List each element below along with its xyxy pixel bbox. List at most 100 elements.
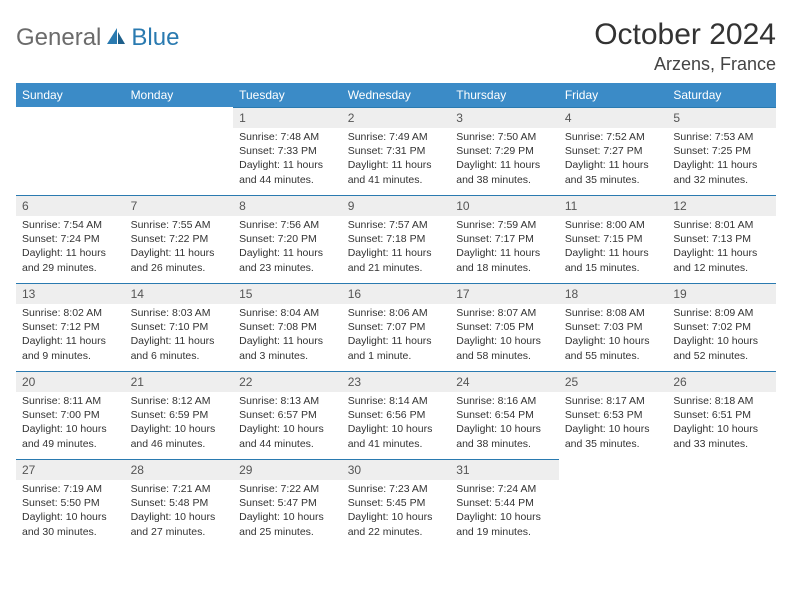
sunset-text: Sunset: 6:54 PM (456, 408, 553, 422)
calendar-cell: 16Sunrise: 8:06 AMSunset: 7:07 PMDayligh… (342, 283, 451, 371)
sunset-text: Sunset: 7:08 PM (239, 320, 336, 334)
sunset-text: Sunset: 5:47 PM (239, 496, 336, 510)
daylight-text: Daylight: 11 hours and 3 minutes. (239, 334, 336, 362)
day-number: 22 (233, 371, 342, 392)
calendar-cell: 17Sunrise: 8:07 AMSunset: 7:05 PMDayligh… (450, 283, 559, 371)
sunrise-text: Sunrise: 8:01 AM (673, 218, 770, 232)
calendar-cell: 12Sunrise: 8:01 AMSunset: 7:13 PMDayligh… (667, 195, 776, 283)
calendar-cell: 9Sunrise: 7:57 AMSunset: 7:18 PMDaylight… (342, 195, 451, 283)
calendar-row: 20Sunrise: 8:11 AMSunset: 7:00 PMDayligh… (16, 371, 776, 459)
daylight-text: Daylight: 10 hours and 19 minutes. (456, 510, 553, 538)
day-content: Sunrise: 7:50 AMSunset: 7:29 PMDaylight:… (450, 128, 559, 191)
day-content: Sunrise: 7:56 AMSunset: 7:20 PMDaylight:… (233, 216, 342, 279)
day-number: 15 (233, 283, 342, 304)
daylight-text: Daylight: 10 hours and 55 minutes. (565, 334, 662, 362)
calendar-cell: 26Sunrise: 8:18 AMSunset: 6:51 PMDayligh… (667, 371, 776, 459)
day-number: 9 (342, 195, 451, 216)
calendar-cell: 28Sunrise: 7:21 AMSunset: 5:48 PMDayligh… (125, 459, 234, 547)
daylight-text: Daylight: 10 hours and 49 minutes. (22, 422, 119, 450)
daylight-text: Daylight: 10 hours and 27 minutes. (131, 510, 228, 538)
calendar-table: SundayMondayTuesdayWednesdayThursdayFrid… (16, 83, 776, 547)
day-content: Sunrise: 8:04 AMSunset: 7:08 PMDaylight:… (233, 304, 342, 367)
calendar-cell: 24Sunrise: 8:16 AMSunset: 6:54 PMDayligh… (450, 371, 559, 459)
sunset-text: Sunset: 7:05 PM (456, 320, 553, 334)
sunrise-text: Sunrise: 7:56 AM (239, 218, 336, 232)
daylight-text: Daylight: 10 hours and 38 minutes. (456, 422, 553, 450)
weekday-header: Wednesday (342, 83, 451, 107)
brand-logo: General Blue (16, 24, 179, 52)
weekday-header: Saturday (667, 83, 776, 107)
sunset-text: Sunset: 6:53 PM (565, 408, 662, 422)
sunset-text: Sunset: 7:22 PM (131, 232, 228, 246)
sunset-text: Sunset: 6:56 PM (348, 408, 445, 422)
sunset-text: Sunset: 5:45 PM (348, 496, 445, 510)
day-content: Sunrise: 8:07 AMSunset: 7:05 PMDaylight:… (450, 304, 559, 367)
brand-blue: Blue (131, 24, 179, 52)
day-number: 27 (16, 459, 125, 480)
day-content: Sunrise: 8:11 AMSunset: 7:00 PMDaylight:… (16, 392, 125, 455)
sunset-text: Sunset: 7:17 PM (456, 232, 553, 246)
sunset-text: Sunset: 7:24 PM (22, 232, 119, 246)
sunrise-text: Sunrise: 7:22 AM (239, 482, 336, 496)
daylight-text: Daylight: 10 hours and 22 minutes. (348, 510, 445, 538)
day-content: Sunrise: 8:00 AMSunset: 7:15 PMDaylight:… (559, 216, 668, 279)
calendar-row: 27Sunrise: 7:19 AMSunset: 5:50 PMDayligh… (16, 459, 776, 547)
daylight-text: Daylight: 11 hours and 26 minutes. (131, 246, 228, 274)
calendar-cell: 13Sunrise: 8:02 AMSunset: 7:12 PMDayligh… (16, 283, 125, 371)
day-content: Sunrise: 7:22 AMSunset: 5:47 PMDaylight:… (233, 480, 342, 543)
day-number: 10 (450, 195, 559, 216)
calendar-cell (125, 107, 234, 195)
sunset-text: Sunset: 7:10 PM (131, 320, 228, 334)
day-number: 5 (667, 107, 776, 128)
title-block: October 2024 Arzens, France (594, 18, 776, 75)
sunrise-text: Sunrise: 8:06 AM (348, 306, 445, 320)
day-content: Sunrise: 8:18 AMSunset: 6:51 PMDaylight:… (667, 392, 776, 455)
sunrise-text: Sunrise: 8:13 AM (239, 394, 336, 408)
day-number: 17 (450, 283, 559, 304)
day-content: Sunrise: 8:14 AMSunset: 6:56 PMDaylight:… (342, 392, 451, 455)
sunrise-text: Sunrise: 8:11 AM (22, 394, 119, 408)
calendar-cell: 5Sunrise: 7:53 AMSunset: 7:25 PMDaylight… (667, 107, 776, 195)
weekday-header: Friday (559, 83, 668, 107)
calendar-cell: 23Sunrise: 8:14 AMSunset: 6:56 PMDayligh… (342, 371, 451, 459)
sunrise-text: Sunrise: 7:19 AM (22, 482, 119, 496)
day-number: 2 (342, 107, 451, 128)
day-content: Sunrise: 7:19 AMSunset: 5:50 PMDaylight:… (16, 480, 125, 543)
daylight-text: Daylight: 10 hours and 46 minutes. (131, 422, 228, 450)
sunrise-text: Sunrise: 7:59 AM (456, 218, 553, 232)
calendar-cell (16, 107, 125, 195)
day-content: Sunrise: 7:52 AMSunset: 7:27 PMDaylight:… (559, 128, 668, 191)
day-number: 30 (342, 459, 451, 480)
sunset-text: Sunset: 6:57 PM (239, 408, 336, 422)
sunset-text: Sunset: 7:29 PM (456, 144, 553, 158)
daylight-text: Daylight: 11 hours and 32 minutes. (673, 158, 770, 186)
day-number: 11 (559, 195, 668, 216)
calendar-cell: 29Sunrise: 7:22 AMSunset: 5:47 PMDayligh… (233, 459, 342, 547)
daylight-text: Daylight: 10 hours and 52 minutes. (673, 334, 770, 362)
day-content: Sunrise: 8:13 AMSunset: 6:57 PMDaylight:… (233, 392, 342, 455)
calendar-cell (559, 459, 668, 547)
sunrise-text: Sunrise: 7:23 AM (348, 482, 445, 496)
sunset-text: Sunset: 7:31 PM (348, 144, 445, 158)
sunrise-text: Sunrise: 7:24 AM (456, 482, 553, 496)
calendar-cell: 18Sunrise: 8:08 AMSunset: 7:03 PMDayligh… (559, 283, 668, 371)
calendar-row: 13Sunrise: 8:02 AMSunset: 7:12 PMDayligh… (16, 283, 776, 371)
day-number: 1 (233, 107, 342, 128)
calendar-cell: 30 Sunrise: 7:23 AMSunset: 5:45 PMDayligh… (342, 459, 451, 547)
day-content: Sunrise: 7:24 AMSunset: 5:44 PMDaylight:… (450, 480, 559, 543)
sunrise-text: Sunrise: 7:49 AM (348, 130, 445, 144)
calendar-cell: 3Sunrise: 7:50 AMSunset: 7:29 PMDaylight… (450, 107, 559, 195)
calendar-cell: 20Sunrise: 8:11 AMSunset: 7:00 PMDayligh… (16, 371, 125, 459)
day-content: Sunrise: 7:48 AMSunset: 7:33 PMDaylight:… (233, 128, 342, 191)
day-number: 8 (233, 195, 342, 216)
sunset-text: Sunset: 7:03 PM (565, 320, 662, 334)
day-number: 20 (16, 371, 125, 392)
calendar-cell: 10Sunrise: 7:59 AMSunset: 7:17 PMDayligh… (450, 195, 559, 283)
weekday-header: Sunday (16, 83, 125, 107)
sunrise-text: Sunrise: 8:16 AM (456, 394, 553, 408)
sunrise-text: Sunrise: 8:07 AM (456, 306, 553, 320)
sunrise-text: Sunrise: 7:57 AM (348, 218, 445, 232)
weekday-header: Monday (125, 83, 234, 107)
day-number: 28 (125, 459, 234, 480)
sunset-text: Sunset: 7:13 PM (673, 232, 770, 246)
